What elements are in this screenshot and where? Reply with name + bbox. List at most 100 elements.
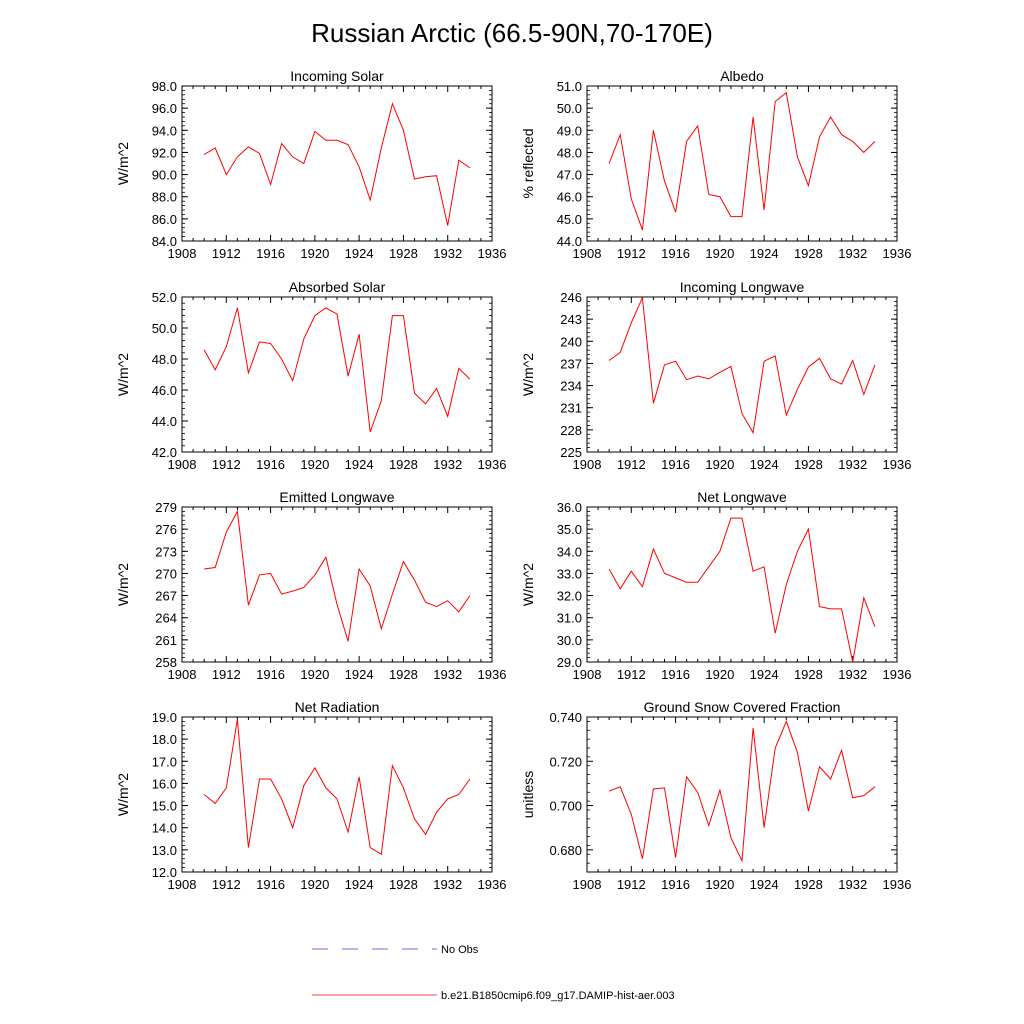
x-tick-label: 1912 xyxy=(617,457,646,472)
x-tick-label: 1924 xyxy=(345,667,374,682)
y-tick-label: 33.0 xyxy=(557,566,582,581)
y-tick-label: 29.0 xyxy=(557,655,582,670)
series-line-net-radiation xyxy=(203,719,471,856)
y-tick-label: 273 xyxy=(155,544,177,559)
panel-title: Emitted Longwave xyxy=(279,489,394,505)
x-tick-label: 1928 xyxy=(389,877,418,892)
x-tick-label: 1912 xyxy=(212,457,241,472)
x-tick-label: 1908 xyxy=(573,457,602,472)
y-tick-label: 48.0 xyxy=(557,145,582,160)
panel-title: Incoming Solar xyxy=(290,68,384,84)
x-tick-label: 1936 xyxy=(478,246,507,261)
x-tick-label: 1908 xyxy=(168,246,197,261)
panel-title: Albedo xyxy=(720,68,764,84)
y-axis-label: unitless xyxy=(520,771,536,818)
x-tick-label: 1912 xyxy=(617,877,646,892)
x-tick-label: 1924 xyxy=(750,246,779,261)
y-tick-label: 96.0 xyxy=(152,101,177,116)
plot-frame xyxy=(181,506,493,663)
plot-frame xyxy=(181,296,493,453)
x-tick-label: 1928 xyxy=(794,457,823,472)
y-tick-label: 94.0 xyxy=(152,123,177,138)
x-tick-label: 1936 xyxy=(478,877,507,892)
legend-label-no-obs: No Obs xyxy=(441,944,479,956)
x-tick-label: 1936 xyxy=(478,457,507,472)
y-tick-label: 243 xyxy=(560,312,582,327)
x-tick-label: 1924 xyxy=(750,457,779,472)
plot-frame xyxy=(586,296,898,453)
panel-incoming-solar: Incoming Solar W/m^2 1908 1912 1916 1920 1924 1… xyxy=(115,68,506,261)
x-tick-label: 1936 xyxy=(883,877,912,892)
y-tick-label: 51.0 xyxy=(557,79,582,94)
x-tick-label: 1932 xyxy=(433,246,462,261)
series-line-incoming-solar xyxy=(203,102,471,226)
panel-absorbed-solar: Absorbed Solar W/m^2 1908 1912 1916 1920 1924 1… xyxy=(115,279,506,472)
x-tick-label: 1916 xyxy=(256,457,285,472)
y-tick-label: 34.0 xyxy=(557,544,582,559)
panel-title: Net Longwave xyxy=(697,489,787,505)
x-tick-label: 1932 xyxy=(838,457,867,472)
x-tick-label: 1916 xyxy=(256,877,285,892)
y-tick-label: 225 xyxy=(560,445,582,460)
y-tick-label: 0.700 xyxy=(549,799,582,814)
x-tick-label: 1916 xyxy=(256,667,285,682)
x-tick-label: 1928 xyxy=(389,667,418,682)
y-tick-label: 267 xyxy=(155,589,177,604)
x-tick-label: 1912 xyxy=(617,667,646,682)
x-tick-label: 1928 xyxy=(389,246,418,261)
x-tick-label: 1916 xyxy=(661,457,690,472)
x-tick-label: 1920 xyxy=(705,457,734,472)
x-tick-label: 1932 xyxy=(433,877,462,892)
y-tick-label: 234 xyxy=(560,379,582,394)
y-axis-label: W/m^2 xyxy=(115,142,131,185)
series-line-net-longwave xyxy=(608,517,876,663)
panel-net-longwave: Net Longwave W/m^2 1908 1912 1916 1920 1924 192… xyxy=(520,489,911,682)
y-tick-label: 270 xyxy=(155,566,177,581)
x-tick-label: 1908 xyxy=(573,667,602,682)
x-tick-label: 1932 xyxy=(838,667,867,682)
y-tick-label: 0.680 xyxy=(549,843,582,858)
y-tick-label: 32.0 xyxy=(557,589,582,604)
legend-label-model: b.e21.B1850cmip6.f09_g17.DAMIP-hist-aer.… xyxy=(441,990,675,1002)
y-tick-label: 30.0 xyxy=(557,633,582,648)
x-tick-label: 1920 xyxy=(300,877,329,892)
panel-ground-snow-covered-fraction: Ground Snow Covered Fraction unitless 1908… xyxy=(520,699,911,892)
x-tick-label: 1920 xyxy=(300,667,329,682)
series-line-ground-snow-covered-fraction xyxy=(608,720,876,863)
y-tick-label: 246 xyxy=(560,290,582,305)
panel-title: Net Radiation xyxy=(295,699,380,715)
x-tick-label: 1932 xyxy=(433,667,462,682)
y-tick-label: 50.0 xyxy=(557,101,582,116)
x-tick-label: 1936 xyxy=(883,667,912,682)
x-tick-label: 1924 xyxy=(345,246,374,261)
x-tick-label: 1932 xyxy=(433,457,462,472)
x-tick-label: 1924 xyxy=(345,457,374,472)
legend-item-model: b.e21.B1850cmip6.f09_g17.DAMIP-hist-aer.… xyxy=(312,990,675,1002)
x-tick-label: 1928 xyxy=(794,246,823,261)
y-tick-label: 276 xyxy=(155,522,177,537)
y-tick-label: 88.0 xyxy=(152,190,177,205)
y-tick-label: 98.0 xyxy=(152,79,177,94)
y-tick-label: 48.0 xyxy=(152,352,177,367)
y-tick-label: 16.0 xyxy=(152,776,177,791)
y-tick-label: 31.0 xyxy=(557,611,582,626)
y-tick-label: 44.0 xyxy=(152,414,177,429)
y-tick-label: 0.720 xyxy=(549,754,582,769)
series-line-emitted-longwave xyxy=(204,509,471,642)
x-tick-label: 1928 xyxy=(389,457,418,472)
x-tick-label: 1936 xyxy=(883,246,912,261)
y-axis-label: W/m^2 xyxy=(520,563,536,606)
x-tick-label: 1908 xyxy=(168,877,197,892)
x-tick-label: 1924 xyxy=(750,667,779,682)
y-tick-label: 279 xyxy=(155,500,177,515)
y-tick-label: 86.0 xyxy=(152,212,177,227)
y-tick-label: 14.0 xyxy=(152,821,177,836)
y-tick-label: 240 xyxy=(560,334,582,349)
plot-frame xyxy=(181,716,493,873)
series-line-absorbed-solar xyxy=(203,307,471,433)
y-tick-label: 35.0 xyxy=(557,522,582,537)
panel-title: Absorbed Solar xyxy=(289,279,386,295)
x-tick-label: 1924 xyxy=(345,877,374,892)
y-tick-label: 0.740 xyxy=(549,710,582,725)
x-tick-label: 1908 xyxy=(168,667,197,682)
